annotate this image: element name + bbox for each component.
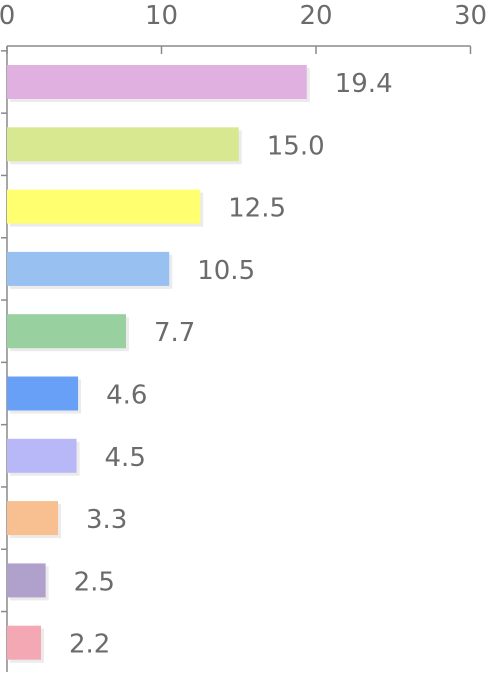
bar bbox=[7, 251, 170, 286]
bar bbox=[7, 189, 201, 224]
bar bbox=[7, 127, 239, 162]
x-tick-label: 0 bbox=[0, 1, 15, 31]
bar-value-label: 15.0 bbox=[267, 131, 325, 161]
bar-value-label: 7.7 bbox=[154, 318, 195, 348]
x-tick-label: 30 bbox=[454, 1, 487, 31]
bar-value-label: 12.5 bbox=[228, 194, 286, 224]
x-tick-label: 20 bbox=[299, 1, 332, 31]
bar bbox=[7, 314, 126, 349]
bar-value-label: 3.3 bbox=[86, 505, 127, 535]
x-tick-label: 10 bbox=[145, 1, 178, 31]
bar-value-label: 4.6 bbox=[106, 381, 147, 411]
bar-value-label: 19.4 bbox=[335, 69, 393, 99]
bar bbox=[7, 501, 58, 536]
bar bbox=[7, 65, 307, 99]
bar bbox=[7, 438, 77, 473]
bars-layer bbox=[7, 65, 310, 663]
labels-layer: 19.4 15.0 12.5 10.5 7.7 4.6 4.5 3.3 2.5 2.2 bbox=[69, 69, 393, 660]
bar-value-label: 2.2 bbox=[69, 630, 110, 660]
bar bbox=[7, 376, 79, 411]
bar-value-label: 4.5 bbox=[105, 443, 146, 473]
bar bbox=[7, 563, 46, 598]
bar-value-label: 10.5 bbox=[197, 256, 255, 286]
bar-value-label: 2.5 bbox=[74, 567, 115, 597]
bar bbox=[7, 625, 41, 660]
